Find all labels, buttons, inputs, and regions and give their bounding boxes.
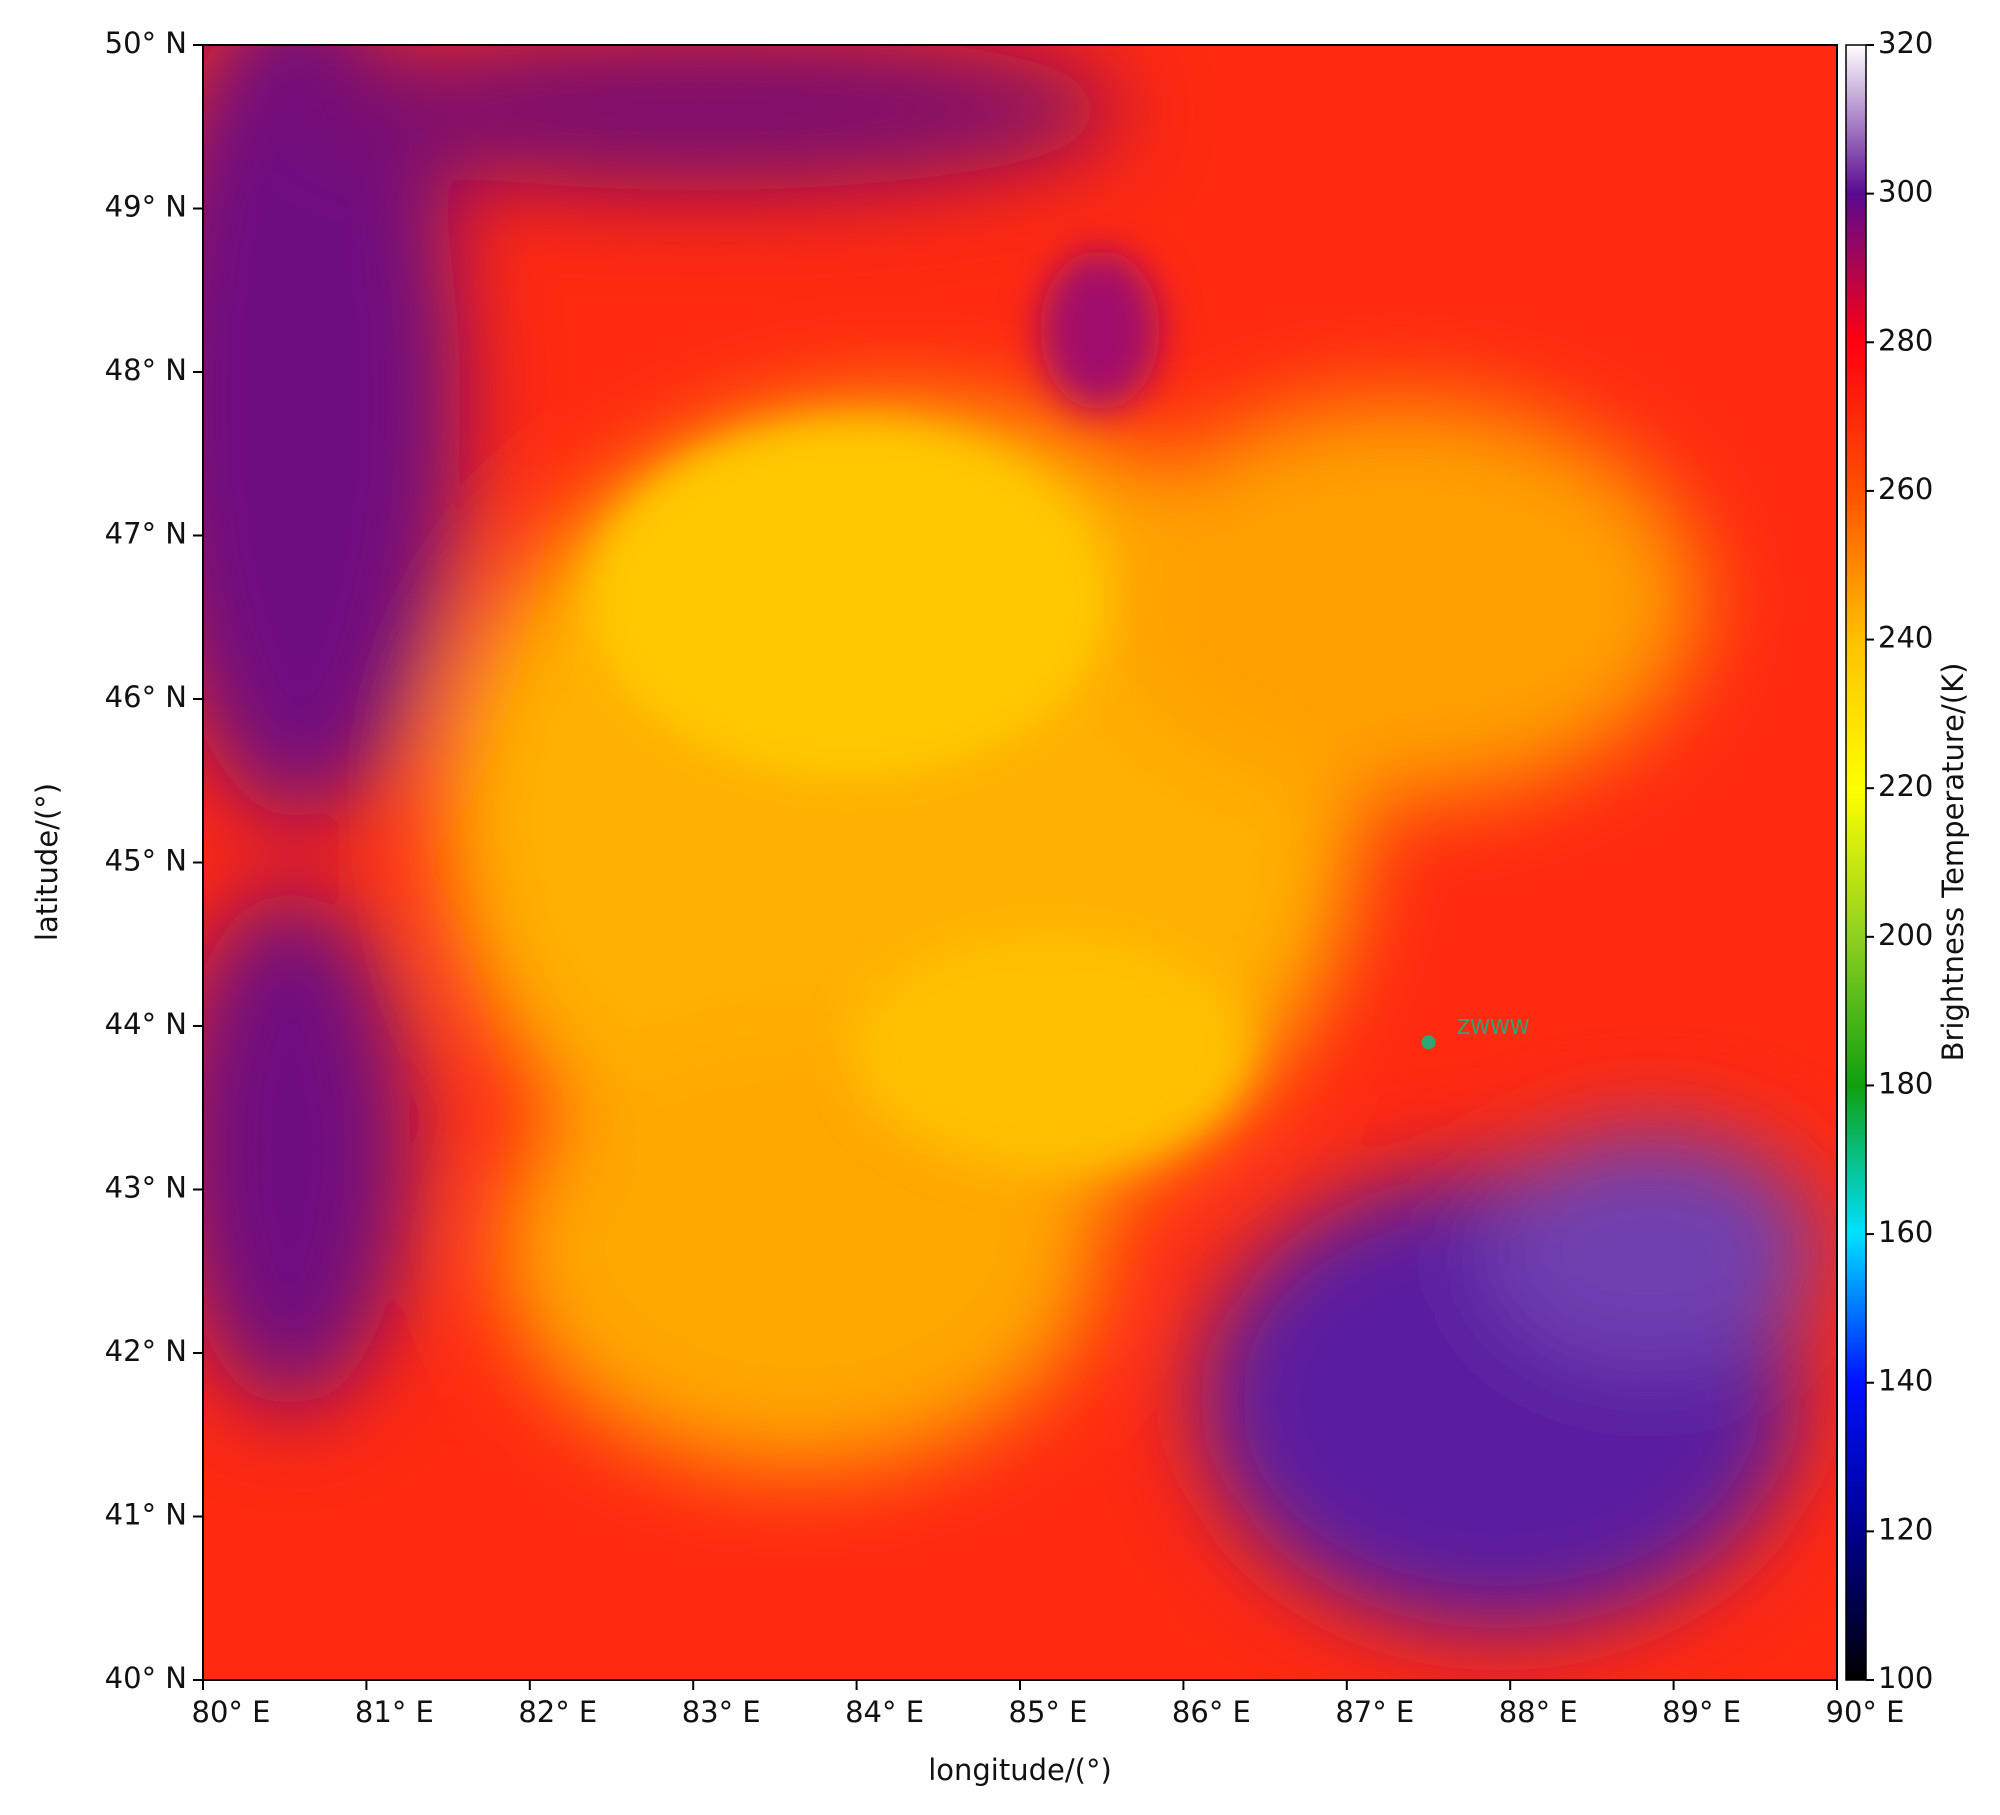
x-tick-label: 89° E xyxy=(1662,1695,1741,1729)
x-tick-label: 84° E xyxy=(845,1695,924,1729)
y-tick-label: 40° N xyxy=(105,1661,187,1695)
colorbar-tick-label: 140 xyxy=(1878,1364,1933,1398)
y-tick-label: 46° N xyxy=(105,680,187,714)
y-tick-label: 47° N xyxy=(105,517,187,551)
colorbar xyxy=(1845,44,1867,1681)
colorbar-tick-label: 120 xyxy=(1878,1512,1933,1546)
y-tick-label: 45° N xyxy=(105,844,187,878)
colorbar-tick-label: 280 xyxy=(1878,323,1933,357)
colorbar-tick-label: 260 xyxy=(1878,472,1933,506)
x-tick-label: 90° E xyxy=(1826,1695,1905,1729)
y-tick-label: 42° N xyxy=(105,1334,187,1368)
colorbar-tick-label: 180 xyxy=(1878,1066,1933,1100)
colorbar-tick-label: 240 xyxy=(1878,621,1933,655)
x-tick-label: 88° E xyxy=(1499,1695,1578,1729)
station-marker xyxy=(1421,1035,1436,1050)
y-tick-label: 44° N xyxy=(105,1007,187,1041)
x-tick-label: 80° E xyxy=(192,1695,271,1729)
colorbar-tick-label: 100 xyxy=(1878,1661,1933,1695)
x-axis-label: longitude/(°) xyxy=(928,1753,1112,1787)
y-axis-label: latitude/(°) xyxy=(30,783,64,941)
x-tick-label: 86° E xyxy=(1172,1695,1251,1729)
x-tick-label: 85° E xyxy=(1009,1695,1088,1729)
x-tick-label: 82° E xyxy=(518,1695,597,1729)
brightness-field xyxy=(203,45,1837,1680)
station-label: ZWWW xyxy=(1457,1015,1530,1039)
colorbar-label: Brightness Temperature/(K) xyxy=(1936,663,1970,1062)
y-tick-label: 50° N xyxy=(105,26,187,60)
y-tick-label: 43° N xyxy=(105,1171,187,1205)
x-tick-label: 87° E xyxy=(1335,1695,1414,1729)
x-tick-label: 83° E xyxy=(682,1695,761,1729)
colorbar-tick-label: 200 xyxy=(1878,918,1933,952)
y-tick-label: 41° N xyxy=(105,1498,187,1532)
colorbar-tick-label: 220 xyxy=(1878,769,1933,803)
colorbar-tick-label: 300 xyxy=(1878,175,1933,209)
colorbar-tick-label: 160 xyxy=(1878,1215,1933,1249)
y-tick-label: 48° N xyxy=(105,353,187,387)
x-tick-label: 81° E xyxy=(355,1695,434,1729)
colorbar-tick-label: 320 xyxy=(1878,26,1933,60)
y-tick-label: 49° N xyxy=(105,190,187,224)
